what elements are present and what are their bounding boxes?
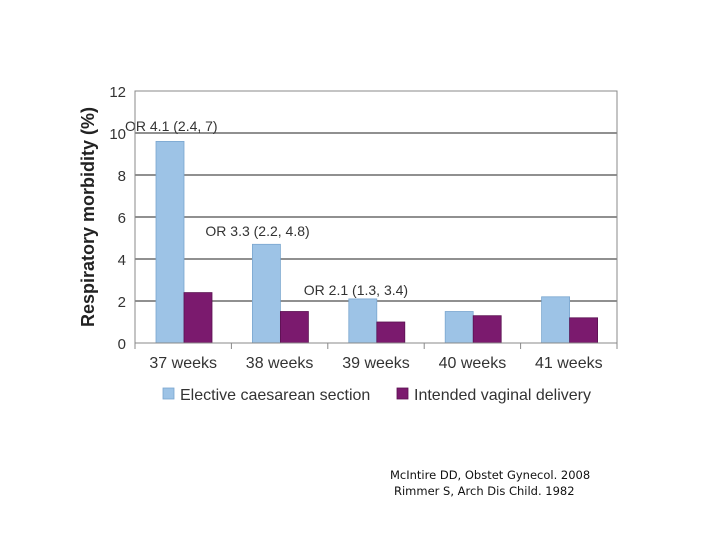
y-tick-label: 2 [118, 294, 126, 311]
x-tick-label: 39 weeks [342, 355, 410, 372]
legend-swatch-elective-caesarean [162, 387, 175, 400]
bar-elective-caesarean [251, 243, 281, 344]
gridlines [134, 132, 618, 349]
x-tick-label: 37 weeks [149, 355, 217, 372]
annotations: OR 4.1 (2.4, 7) OR 3.3 (2.2, 4.8) OR 2.1 (… [125, 118, 408, 298]
bar-elective-caesarean [155, 140, 185, 344]
legend-label-intended-vaginal: Intended vaginal delivery [414, 387, 591, 404]
y-tick-label: 10 [109, 126, 126, 143]
bar-intended-vaginal [376, 321, 406, 344]
odds-ratio-annotation: OR 4.1 (2.4, 7) [125, 118, 218, 134]
plot-frame [134, 90, 618, 344]
legend-label-elective-caesarean: Elective caesarean section [180, 387, 370, 404]
x-tick-label: 38 weeks [246, 355, 314, 372]
legend-swatch-intended-vaginal [396, 387, 409, 400]
bar-elective-caesarean [444, 311, 474, 344]
y-tick-label: 12 [109, 84, 126, 101]
x-tick-labels: 37 weeks 38 weeks 39 weeks 40 weeks 41 weeks [149, 355, 602, 372]
x-tick-label: 41 weeks [535, 355, 603, 372]
odds-ratio-annotation: OR 3.3 (2.2, 4.8) [205, 223, 309, 239]
y-tick-label: 6 [118, 210, 126, 227]
reference-line-2: Rimmer S, Arch Dis Child. 1982 [394, 484, 575, 498]
y-tick-label: 8 [118, 168, 126, 185]
bar-intended-vaginal [472, 315, 502, 344]
bar-elective-caesarean [541, 296, 570, 344]
reference-line-1: McIntire DD, Obstet Gynecol. 2008 [390, 468, 591, 482]
odds-ratio-annotation: OR 2.1 (1.3, 3.4) [304, 282, 408, 298]
bar-intended-vaginal [279, 311, 309, 344]
bars [155, 140, 598, 344]
y-axis-label: Respiratory morbidity (%) [78, 107, 98, 327]
y-tick-label: 4 [118, 252, 126, 269]
bar-elective-caesarean [348, 298, 378, 344]
bar-intended-vaginal [183, 292, 213, 344]
x-tick-label: 40 weeks [439, 355, 507, 372]
y-tick-labels: 0 2 4 6 8 10 12 [109, 84, 126, 353]
legend: Elective caesarean section Intended vagin… [162, 387, 591, 404]
y-tick-label: 0 [118, 336, 126, 353]
bar-intended-vaginal [569, 317, 598, 344]
